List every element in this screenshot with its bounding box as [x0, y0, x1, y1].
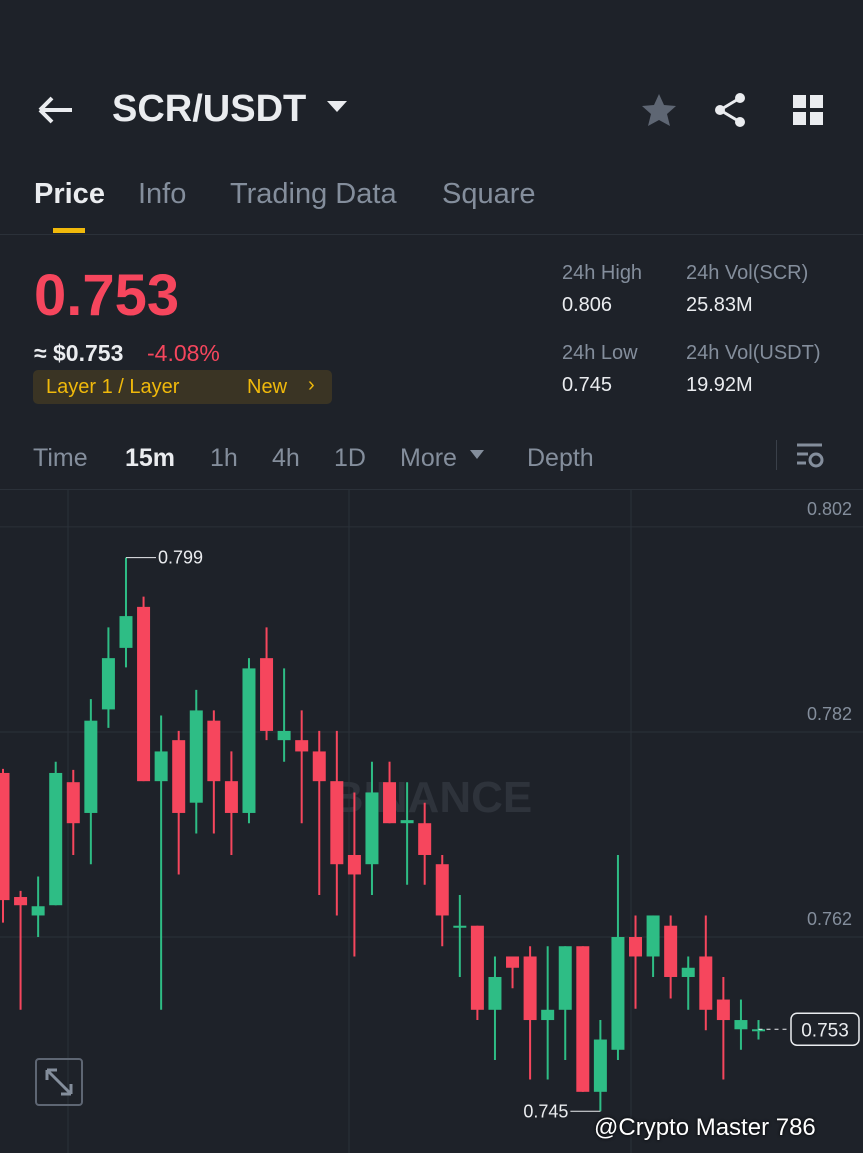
- tab[interactable]: Info: [138, 178, 187, 210]
- stat-value: 0.745: [562, 374, 613, 396]
- last-price-label: 0.753: [801, 1020, 849, 1041]
- candle-body: [699, 956, 713, 1010]
- pair-title[interactable]: SCR/USDT: [112, 88, 307, 130]
- candle-body: [347, 854, 361, 875]
- candle-body: [629, 937, 643, 957]
- divider: [0, 489, 863, 490]
- candle-body: [470, 925, 484, 1010]
- approx-price: ≈ $0.753: [34, 340, 124, 366]
- share-icon[interactable]: [712, 92, 750, 128]
- settings-icon[interactable]: [796, 442, 824, 470]
- stat-value: 0.806: [562, 294, 613, 316]
- divider: [0, 234, 863, 235]
- candle-body: [0, 772, 10, 901]
- candle-body: [523, 956, 537, 1021]
- candle-body: [312, 751, 326, 782]
- change: -4.08%: [147, 340, 220, 366]
- interval[interactable]: More: [400, 444, 457, 472]
- candle-body: [154, 751, 168, 782]
- candle-body: [418, 823, 432, 855]
- stat-label: 24h High: [562, 262, 643, 284]
- stat-label: 24h Low: [562, 342, 638, 364]
- candle-body: [84, 720, 98, 813]
- tab[interactable]: Price: [34, 178, 105, 210]
- candle-body: [242, 668, 256, 813]
- candle-body: [66, 782, 80, 824]
- candle-body: [31, 906, 45, 916]
- last-price-box: [790, 1012, 860, 1047]
- y-tick-label: 0.782: [807, 704, 852, 724]
- candle-body: [101, 658, 115, 710]
- candle-body: [646, 915, 660, 957]
- stat-label: 24h Vol(SCR): [686, 262, 809, 284]
- candle-body: [400, 820, 414, 824]
- tab-indicator: [53, 228, 85, 233]
- dropdown-icon[interactable]: [326, 100, 348, 114]
- candle-body: [541, 1009, 555, 1021]
- more-caret[interactable]: [470, 450, 484, 460]
- candle-body: [365, 792, 379, 865]
- tab[interactable]: Trading Data: [230, 178, 397, 210]
- candle-body: [49, 772, 63, 906]
- candle-body: [119, 616, 133, 648]
- tag-box[interactable]: [33, 370, 332, 404]
- candle-body: [593, 1039, 607, 1092]
- chevron[interactable]: ›: [308, 374, 315, 396]
- candle-body: [172, 740, 186, 813]
- watermark: BINANCE: [332, 773, 532, 822]
- candle-body: [14, 897, 28, 906]
- candle-body: [330, 781, 344, 865]
- max-label: 0.799: [158, 548, 203, 568]
- interval[interactable]: Time: [33, 444, 88, 472]
- tab[interactable]: Square: [442, 178, 536, 210]
- candle-body: [189, 710, 203, 803]
- candle-body: [716, 999, 730, 1021]
- candle-body: [558, 946, 572, 1010]
- candle-body: [224, 781, 238, 813]
- interval[interactable]: 1h: [210, 444, 238, 472]
- candle-body: [295, 740, 309, 752]
- min-label: 0.745: [523, 1101, 568, 1121]
- candle-body: [435, 864, 449, 916]
- back-icon[interactable]: [36, 94, 76, 126]
- stat-value: 19.92M: [686, 374, 753, 396]
- interval[interactable]: Depth: [527, 444, 594, 472]
- overlay-watermark: @Crypto Master 786: [594, 1114, 816, 1141]
- interval[interactable]: 1D: [334, 444, 366, 472]
- candle-body: [734, 1020, 748, 1030]
- expand-icon[interactable]: [35, 1058, 83, 1106]
- separator: [776, 440, 777, 470]
- chart: BINANCE 0.802 0.782 0.762 0.799 0.745 0.753: [0, 490, 863, 1153]
- grid-icon[interactable]: [792, 94, 824, 126]
- candle-body: [681, 967, 695, 977]
- y-tick-label: 0.802: [807, 499, 852, 519]
- candle-body: [576, 946, 590, 1092]
- candle-body: [277, 730, 291, 741]
- candle-body: [752, 1029, 766, 1032]
- stat-value: 25.83M: [686, 294, 753, 316]
- last-price: 0.753: [34, 263, 180, 328]
- interval[interactable]: 15m: [125, 444, 176, 472]
- candle-body: [453, 925, 467, 928]
- candle-body: [611, 937, 625, 1050]
- candle-body: [137, 606, 151, 782]
- star-icon[interactable]: [640, 92, 678, 128]
- stat-label: 24h Vol(USDT): [686, 342, 821, 364]
- tag-link[interactable]: New: [247, 376, 288, 398]
- candle-body: [260, 658, 274, 731]
- candle-body: [383, 782, 397, 824]
- candle-body: [506, 956, 520, 968]
- interval[interactable]: 4h: [272, 444, 300, 472]
- candle-body: [664, 925, 678, 977]
- candle-body: [488, 976, 502, 1010]
- y-tick-label: 0.762: [807, 909, 852, 929]
- tag[interactable]: Layer 1 / Layer: [46, 376, 180, 398]
- candle-body: [207, 720, 221, 782]
